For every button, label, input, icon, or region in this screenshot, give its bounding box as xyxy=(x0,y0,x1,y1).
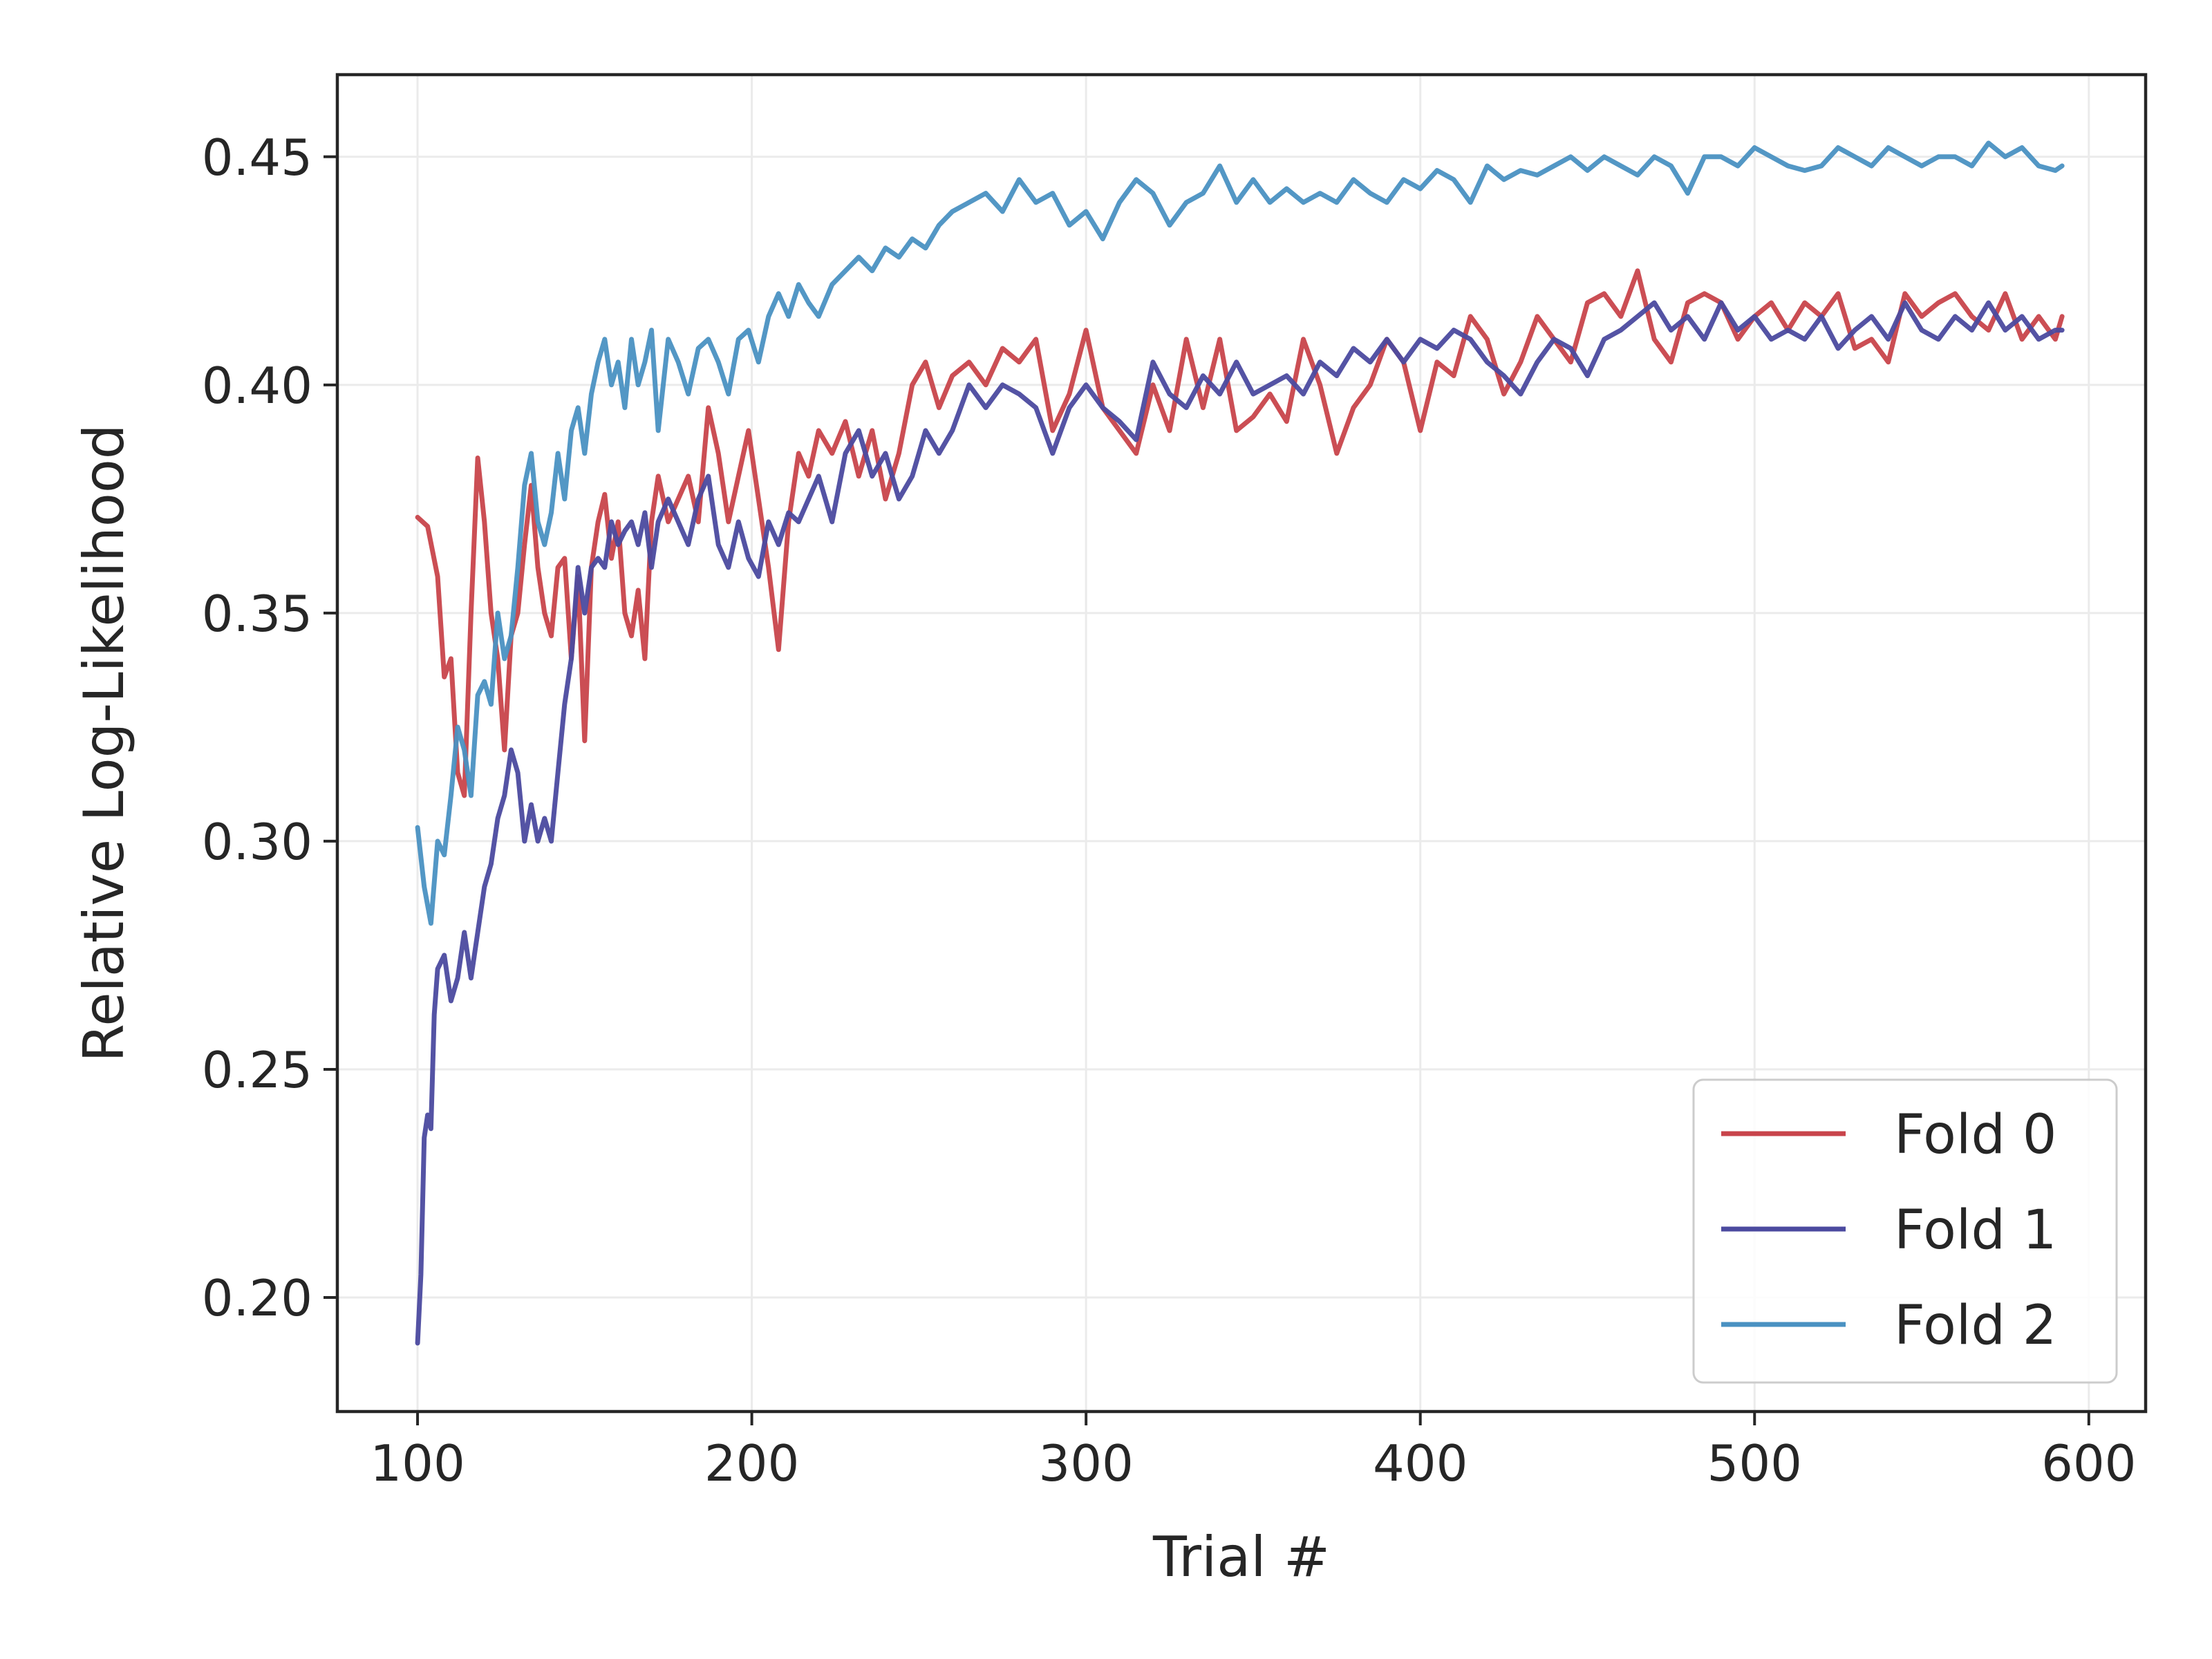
y-axis: 0.20 0.25 0.30 0.35 0.40 0.45 xyxy=(202,129,337,1327)
plot-frame xyxy=(335,73,2148,1414)
series-line-fold-2 xyxy=(415,140,2065,926)
y-tick-label: 0.25 xyxy=(202,1041,312,1099)
legend-label: Fold 0 xyxy=(1894,1104,2056,1166)
legend-label: Fold 2 xyxy=(1894,1295,2056,1357)
y-tick-label: 0.20 xyxy=(202,1269,312,1327)
x-tick-label: 100 xyxy=(370,1434,465,1492)
x-axis-title: Trial # xyxy=(1152,1525,1330,1589)
x-tick-label: 500 xyxy=(1707,1434,1802,1492)
legend-label: Fold 1 xyxy=(1894,1199,2056,1262)
x-axis: 100 200 300 400 500 600 xyxy=(370,1412,2137,1492)
x-tick-label: 300 xyxy=(1038,1434,1133,1492)
y-tick-label: 0.40 xyxy=(202,357,312,415)
grid xyxy=(337,75,2146,1412)
y-tick-label: 0.30 xyxy=(202,813,312,871)
x-tick-label: 600 xyxy=(2041,1434,2136,1492)
series-lines xyxy=(415,140,2065,1346)
y-tick-label: 0.35 xyxy=(202,585,312,643)
y-tick-label: 0.45 xyxy=(202,129,312,187)
x-tick-label: 200 xyxy=(704,1434,799,1492)
x-tick-label: 400 xyxy=(1373,1434,1468,1492)
legend-box xyxy=(1692,1078,2118,1384)
y-axis-title: Relative Log-Likelihood xyxy=(72,424,136,1062)
series-line-fold-0 xyxy=(415,268,2065,798)
legend: Fold 0 Fold 1 Fold 2 xyxy=(1692,1078,2118,1384)
series-line-fold-1 xyxy=(415,300,2065,1346)
